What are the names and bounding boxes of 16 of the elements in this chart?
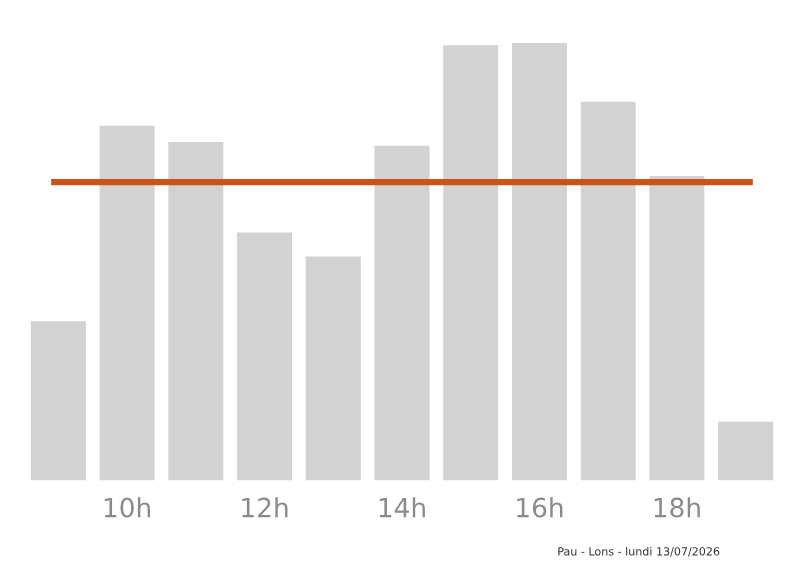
x-tick-label: 18h	[654, 497, 700, 518]
bar	[649, 176, 705, 481]
x-tick-label: 16h	[517, 497, 563, 518]
bar	[580, 101, 636, 481]
bar	[718, 421, 774, 481]
bar	[99, 125, 155, 481]
bar	[511, 43, 567, 481]
bar	[30, 321, 86, 481]
x-tick-label: 12h	[242, 497, 288, 518]
bar	[374, 145, 430, 481]
x-tick-label: 14h	[379, 497, 425, 518]
bar	[305, 256, 361, 481]
bar	[237, 232, 293, 481]
bar	[443, 45, 499, 481]
bar	[168, 141, 224, 481]
x-tick-label: 10h	[104, 497, 150, 518]
